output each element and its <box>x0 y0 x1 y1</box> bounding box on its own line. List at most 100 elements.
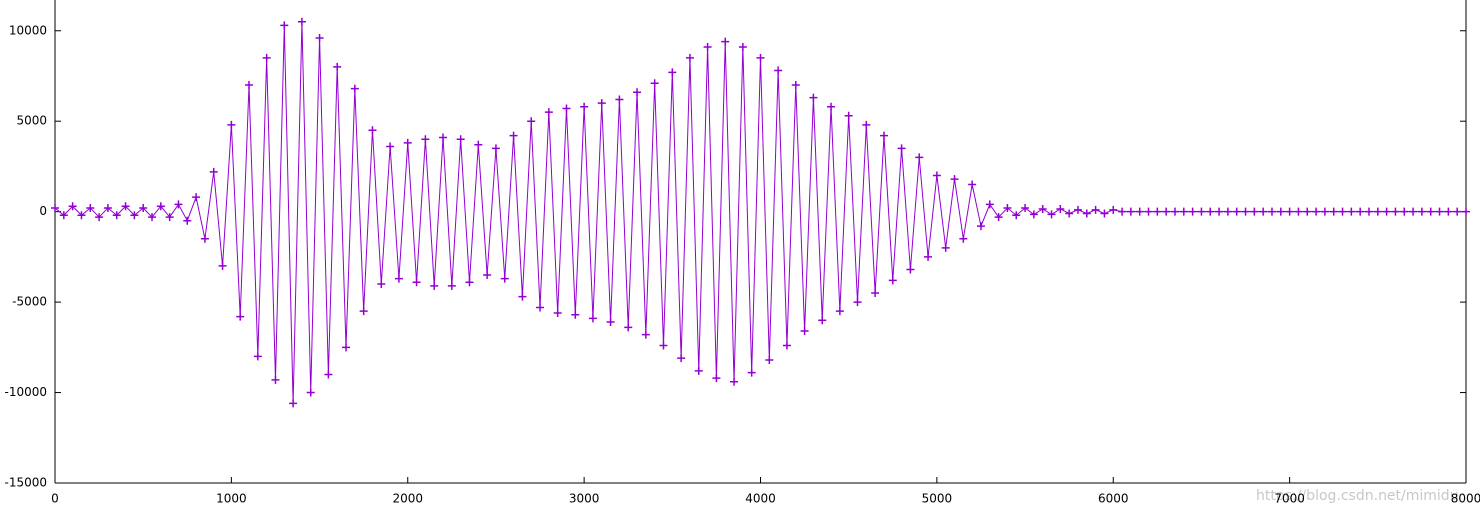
point <box>518 292 527 301</box>
point <box>1029 210 1038 219</box>
point <box>1109 205 1118 214</box>
point <box>544 108 553 117</box>
point <box>879 131 888 140</box>
point <box>315 33 324 42</box>
point <box>262 53 271 62</box>
point <box>68 202 77 211</box>
point <box>994 213 1003 222</box>
point <box>641 330 650 339</box>
point <box>703 43 712 52</box>
x-tick-label: 2000 <box>392 492 423 506</box>
point <box>183 216 192 225</box>
point <box>121 202 130 211</box>
point <box>791 81 800 90</box>
point <box>280 21 289 30</box>
point <box>1215 207 1224 216</box>
point <box>915 153 924 162</box>
point <box>536 303 545 312</box>
point <box>174 200 183 209</box>
y-tick-label: 0 <box>39 204 47 218</box>
point <box>474 140 483 149</box>
point <box>1206 207 1215 216</box>
point <box>800 327 809 336</box>
point <box>447 281 456 290</box>
point <box>156 202 165 211</box>
point <box>756 53 765 62</box>
point <box>1126 207 1135 216</box>
point <box>1329 207 1338 216</box>
y-tick-label: -10000 <box>4 385 47 399</box>
point <box>289 399 298 408</box>
point <box>1012 211 1021 220</box>
point <box>1409 207 1418 216</box>
point <box>906 265 915 274</box>
point <box>818 316 827 325</box>
point <box>553 308 562 317</box>
point <box>130 211 139 220</box>
point <box>1373 207 1382 216</box>
y-tick-label: 5000 <box>16 114 47 128</box>
point <box>562 104 571 113</box>
point <box>765 355 774 364</box>
point <box>1276 207 1285 216</box>
point <box>1347 207 1356 216</box>
point <box>1170 207 1179 216</box>
point <box>774 66 783 75</box>
point <box>1356 207 1365 216</box>
point <box>1197 207 1206 216</box>
point <box>968 180 977 189</box>
x-tick-label: 7000 <box>1274 492 1305 506</box>
point <box>359 307 368 316</box>
point <box>465 278 474 287</box>
point <box>588 314 597 323</box>
point <box>1241 207 1250 216</box>
point <box>1312 207 1321 216</box>
point <box>139 204 148 213</box>
point <box>324 370 333 379</box>
point <box>730 377 739 386</box>
point <box>227 120 236 129</box>
point <box>1364 207 1373 216</box>
x-tick-label: 1000 <box>216 492 247 506</box>
point <box>509 131 518 140</box>
point <box>1047 210 1056 219</box>
y-tick-label: -15000 <box>4 476 47 490</box>
point <box>932 171 941 180</box>
x-tick-label: 6000 <box>1098 492 1129 506</box>
point <box>86 204 95 213</box>
point <box>245 81 254 90</box>
point <box>1426 207 1435 216</box>
point <box>888 276 897 285</box>
point <box>1259 207 1268 216</box>
point <box>271 375 280 384</box>
point <box>1435 207 1444 216</box>
point <box>950 175 959 184</box>
point <box>747 368 756 377</box>
point <box>606 318 615 326</box>
point <box>633 88 642 97</box>
point <box>483 270 492 279</box>
point <box>456 135 465 144</box>
x-tick-label: 3000 <box>569 492 600 506</box>
point <box>333 62 342 71</box>
point <box>430 281 439 290</box>
point <box>650 79 659 88</box>
point <box>218 261 227 270</box>
point <box>439 133 448 142</box>
point <box>297 17 306 26</box>
point <box>1285 207 1294 216</box>
point <box>1391 207 1400 216</box>
x-tick-label: 4000 <box>745 492 776 506</box>
point <box>862 120 871 129</box>
point <box>165 213 174 222</box>
point <box>394 274 403 283</box>
point <box>342 343 351 352</box>
point <box>571 310 580 319</box>
point <box>615 95 624 104</box>
point <box>1188 207 1197 216</box>
point <box>77 211 86 220</box>
point <box>985 200 994 209</box>
point <box>1073 205 1082 214</box>
point <box>148 213 157 222</box>
